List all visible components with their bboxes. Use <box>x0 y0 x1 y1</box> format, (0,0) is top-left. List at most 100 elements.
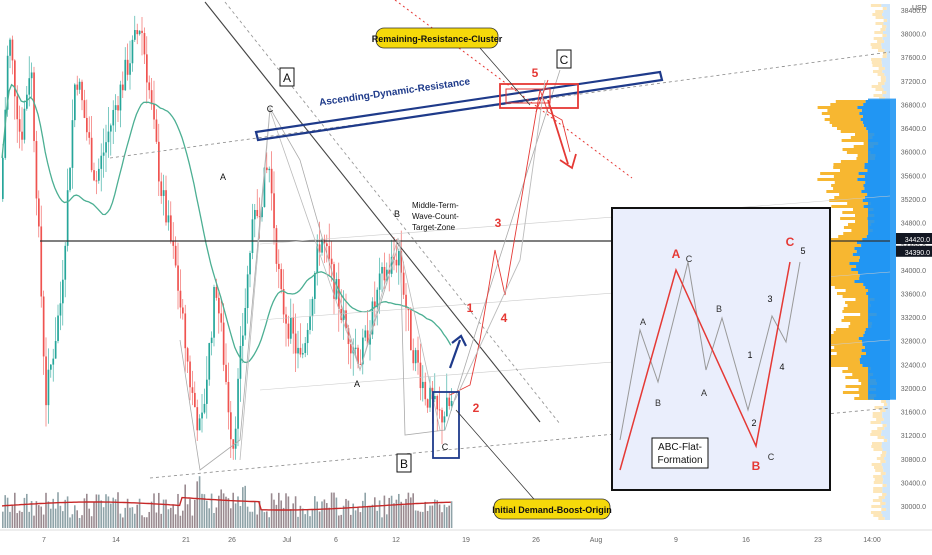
profile-bar-orange <box>838 235 867 238</box>
profile-bar-blue <box>887 403 890 406</box>
profile-bar-orange <box>842 370 869 373</box>
profile-bar-blue <box>884 73 890 76</box>
profile-bar-orange <box>881 400 887 403</box>
profile-bar-orange <box>843 226 870 229</box>
volume-bar <box>71 514 74 528</box>
profile-bar-orange <box>831 184 864 187</box>
candle-body <box>124 59 127 91</box>
profile-bar-orange <box>873 487 883 490</box>
profile-bar-orange <box>851 229 873 232</box>
candle-body <box>369 334 371 345</box>
price-tick-label: 30400.0 <box>901 480 926 487</box>
candle-body <box>93 170 95 181</box>
volume-bar <box>33 515 35 528</box>
candle-body <box>38 198 40 227</box>
profile-bar-blue <box>882 490 890 493</box>
navy-up-arrow <box>448 339 462 369</box>
profile-bar-blue <box>884 457 890 460</box>
volume-bar <box>62 511 64 528</box>
candle-body <box>107 131 110 143</box>
volume-bar <box>54 508 57 528</box>
volume-bar <box>434 499 436 528</box>
profile-bar-blue <box>882 31 890 34</box>
profile-bar-orange <box>828 343 863 346</box>
candle-body <box>258 216 261 218</box>
price-tick-label: 30000.0 <box>901 504 926 511</box>
volume-bar <box>162 499 165 528</box>
wave-label-5: 5 <box>532 66 539 80</box>
volume-bar <box>184 484 186 528</box>
volume-bar <box>40 506 42 528</box>
wave-zigzag-2 <box>239 109 441 461</box>
candle-body <box>155 119 158 142</box>
volume-bar <box>170 507 172 528</box>
volume-bar <box>318 511 321 528</box>
profile-bar-orange <box>841 319 869 322</box>
volume-bar <box>78 517 81 528</box>
volume-bar <box>126 498 129 528</box>
profile-bar-orange <box>842 295 869 298</box>
profile-bar-blue <box>881 85 890 88</box>
profile-bar-orange <box>871 85 882 88</box>
profile-bar-orange <box>877 49 885 52</box>
time-tick-label: Aug <box>590 537 603 544</box>
profile-bar-orange <box>845 301 870 304</box>
profile-bar-orange <box>880 460 886 463</box>
profile-bar-orange <box>827 109 862 112</box>
candle-body <box>141 30 143 34</box>
inset-label-A-red: A <box>672 247 681 261</box>
candle-body <box>227 381 230 413</box>
profile-bar-orange <box>871 430 882 433</box>
price-marker: 34420.0 <box>896 233 932 245</box>
volume-bar <box>232 492 234 528</box>
volume-bar <box>57 492 59 528</box>
candle-body <box>100 155 103 169</box>
candle-body <box>256 209 259 217</box>
candle-body <box>105 142 107 153</box>
profile-bar-orange <box>817 178 858 181</box>
candle-body <box>172 240 175 246</box>
profile-bar-blue <box>882 64 890 67</box>
profile-bar-orange <box>846 151 871 154</box>
candle-body <box>304 343 307 354</box>
profile-bar-blue <box>885 460 890 463</box>
profile-bar-blue <box>883 22 890 25</box>
candle-body <box>412 350 415 364</box>
candle-body <box>177 265 179 291</box>
candle-body <box>342 310 345 320</box>
volume-bar <box>186 504 189 528</box>
profile-bar-blue <box>886 52 890 55</box>
candle-body <box>350 344 352 354</box>
candle-body <box>222 322 225 365</box>
candle-body <box>33 72 35 142</box>
profile-bar-blue <box>881 43 890 46</box>
volume-bar <box>143 517 146 528</box>
volume-bar <box>23 497 26 528</box>
candle-body <box>42 296 45 357</box>
volume-bar <box>316 501 318 528</box>
volume-bar <box>340 514 342 528</box>
profile-bar-blue <box>881 433 890 436</box>
candle-body <box>378 273 381 290</box>
volume-bar <box>227 498 230 528</box>
profile-bar-orange <box>834 196 865 199</box>
profile-bar-orange <box>877 427 885 430</box>
profile-bar-orange <box>840 160 868 163</box>
candle-body <box>268 168 271 171</box>
profile-bar-orange <box>870 421 882 424</box>
remaining-resistance-label: Remaining-Resistance-Cluster <box>372 34 503 44</box>
profile-bar-orange <box>824 118 861 121</box>
volume-bar <box>38 505 40 528</box>
time-tick-label: 9 <box>674 537 678 544</box>
wave-label-4: 4 <box>501 311 508 325</box>
candle-body <box>244 308 247 336</box>
candle-body <box>119 84 122 111</box>
profile-bar-blue <box>885 76 890 79</box>
candle-body <box>88 132 91 138</box>
candle-body <box>263 167 266 208</box>
profile-bar-orange <box>825 244 862 247</box>
candle-body <box>184 313 187 349</box>
candle-body <box>78 81 81 90</box>
volume-bar <box>249 511 251 528</box>
